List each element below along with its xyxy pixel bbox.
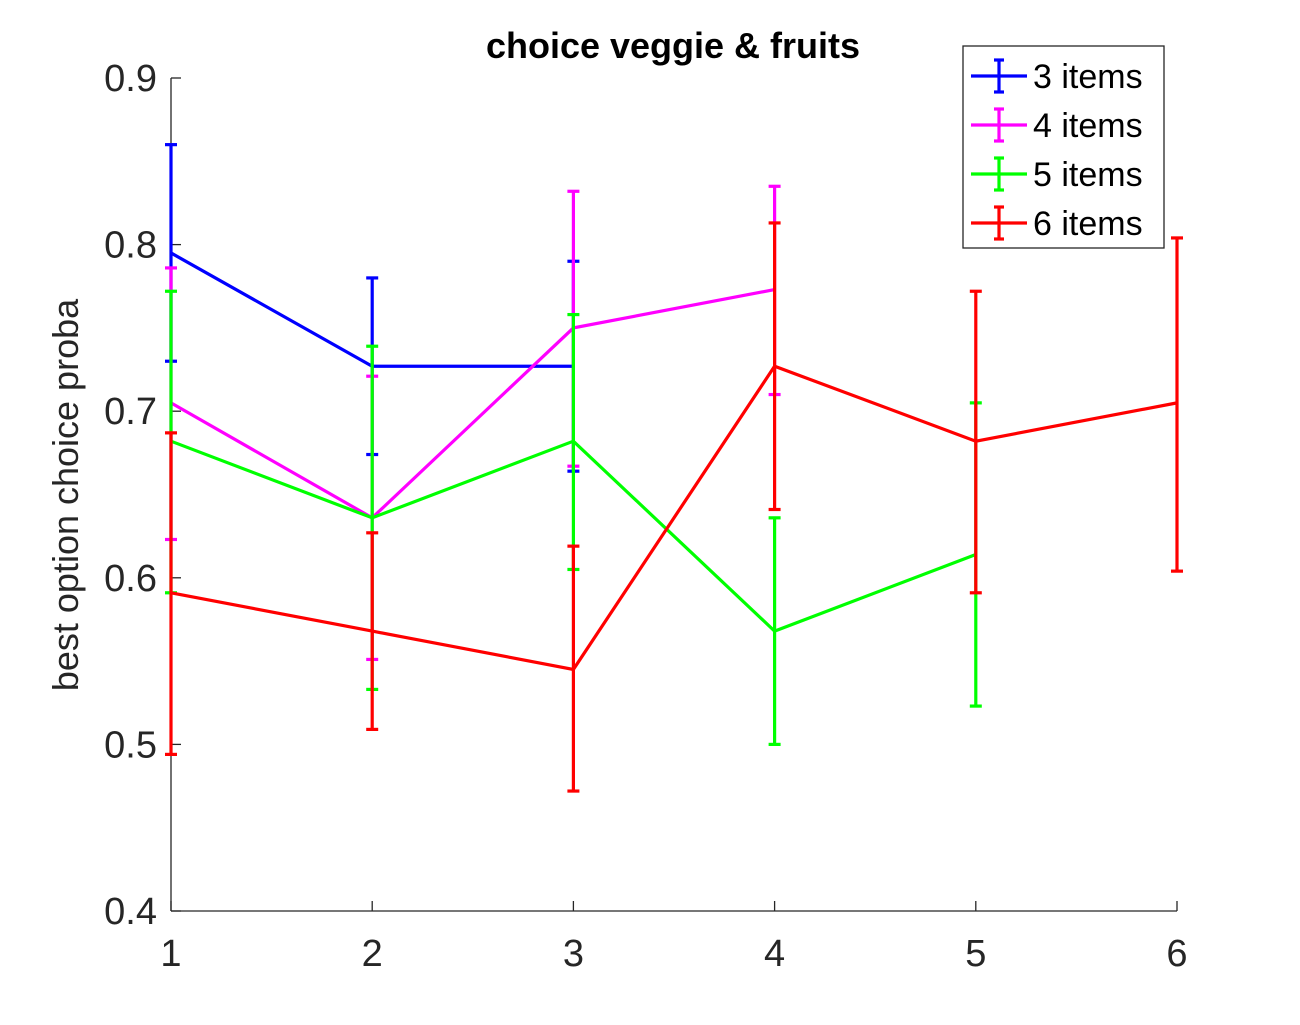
- series-line-4-items: [170, 288, 775, 520]
- x-tick-label: 3: [563, 933, 584, 975]
- y-axis-title: best option choice proba: [45, 298, 86, 691]
- legend: 3 items 4 items 5 items 6 items: [962, 45, 1165, 249]
- y-tick-label: 0.8: [104, 225, 157, 267]
- x-tick-label: 1: [160, 933, 181, 975]
- y-tick-label: 0.4: [104, 891, 157, 933]
- y-tick-label: 0.5: [104, 724, 157, 766]
- x-tick-label: 5: [965, 933, 986, 975]
- legend-label: 6 items: [1033, 205, 1143, 243]
- legend-label: 4 items: [1033, 107, 1143, 145]
- legend-label: 5 items: [1033, 156, 1143, 194]
- legend-item-5-items: 5 items: [971, 156, 1143, 194]
- y-tick-label: 0.6: [104, 558, 157, 600]
- axes: 0.4 0.5 0.6 0.7 0.8 0.9 1 2 3 4 5 6: [104, 58, 1187, 975]
- series-layer: [165, 143, 1183, 793]
- series-6-items: [165, 221, 1183, 793]
- legend-label: 3 items: [1033, 58, 1143, 96]
- x-tick-label: 6: [1166, 933, 1187, 975]
- y-tick-label: 0.7: [104, 391, 157, 433]
- legend-item-4-items: 4 items: [971, 107, 1143, 145]
- series-4-items: [165, 184, 781, 662]
- y-tick-label: 0.9: [104, 58, 157, 100]
- legend-item-6-items: 6 items: [971, 205, 1143, 243]
- series-line-6-items: [170, 364, 1178, 672]
- x-tick-label: 4: [764, 933, 785, 975]
- chart-title: choice veggie & fruits: [486, 25, 860, 66]
- legend-box: [962, 45, 1165, 249]
- x-tick-label: 2: [362, 933, 383, 975]
- legend-item-3-items: 3 items: [971, 58, 1143, 96]
